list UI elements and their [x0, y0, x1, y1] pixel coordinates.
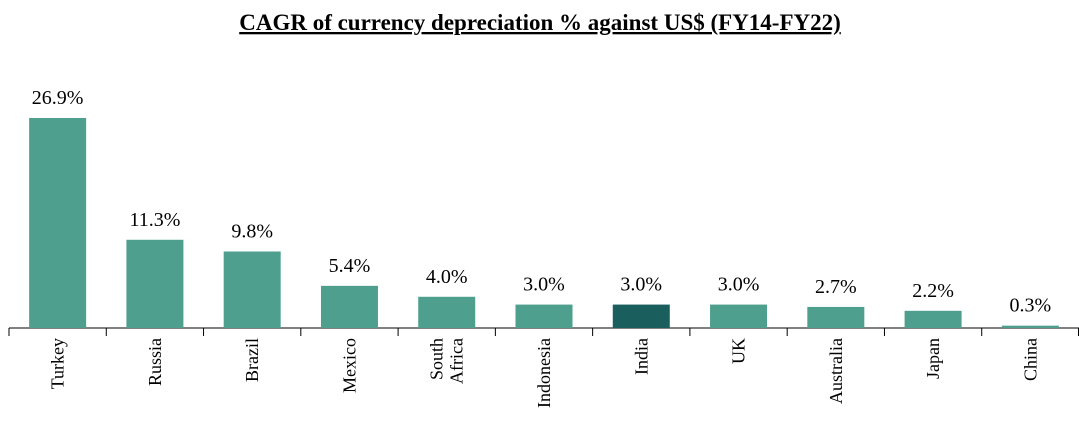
value-label: 9.8% [231, 220, 273, 242]
bar [807, 306, 865, 328]
bar [126, 239, 184, 328]
value-label: 3.0% [620, 274, 662, 296]
x-tick-label: SouthAfrica [427, 338, 467, 384]
x-tick-label: India [631, 338, 651, 375]
x-tick-label: Russia [145, 338, 165, 386]
x-tick-label: Brazil [242, 338, 262, 382]
x-tick-label: Turkey [48, 338, 68, 389]
bar [612, 304, 670, 328]
value-label: 11.3% [129, 209, 180, 231]
value-label: 3.0% [718, 274, 760, 296]
bar [710, 304, 768, 328]
value-label: 5.4% [329, 255, 371, 277]
value-label: 0.3% [1010, 295, 1052, 317]
bar [418, 296, 476, 328]
x-tick-label: Japan [923, 338, 943, 379]
bar [320, 285, 378, 328]
chart-title: CAGR of currency depreciation % against … [239, 10, 841, 35]
bar [1001, 325, 1059, 328]
value-label: 2.7% [815, 276, 857, 298]
bar [904, 310, 962, 328]
bar [29, 118, 87, 328]
x-tick-label: Indonesia [534, 338, 554, 408]
x-tick-label: Australia [826, 338, 846, 404]
x-tick-label: Mexico [339, 338, 359, 393]
bar [223, 251, 281, 328]
x-tick-label: UK [729, 338, 749, 364]
value-label: 26.9% [32, 87, 84, 109]
value-label: 4.0% [426, 266, 468, 288]
x-tick-label: China [1020, 338, 1040, 381]
bar [515, 304, 573, 328]
value-label: 3.0% [523, 274, 565, 296]
value-label: 2.2% [912, 280, 954, 302]
